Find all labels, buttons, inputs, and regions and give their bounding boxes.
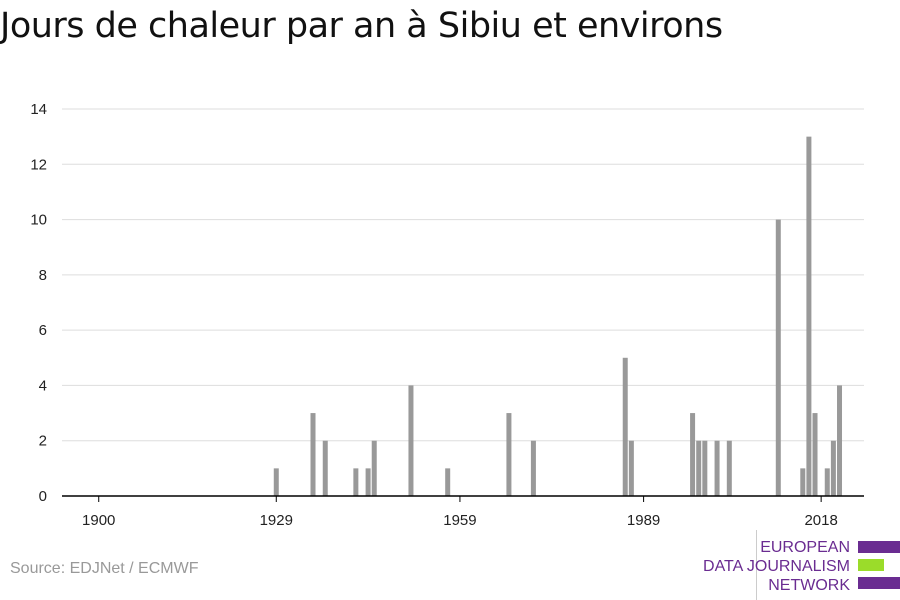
bar-1971 <box>530 440 536 496</box>
x-tick-labels: 1900 1929 1959 1989 2018 <box>82 496 838 529</box>
bar-2016 <box>806 136 812 496</box>
bar-1999 <box>702 440 708 496</box>
y-tick-label: 4 <box>39 377 47 394</box>
bar-1942 <box>353 468 359 496</box>
logo-text: EUROPEAN DATA JOURNALISM NETWORK <box>703 538 850 595</box>
bar-1957 <box>445 468 451 496</box>
y-tick-labels: 0 2 4 6 8 10 12 14 <box>30 101 47 505</box>
chart: 0 2 4 6 8 10 12 14 1900 1929 1959 1989 2018 <box>30 101 864 529</box>
bar-1967 <box>506 413 512 496</box>
logo-bar-purple-bottom <box>858 577 900 589</box>
x-tick-label: 1900 <box>82 512 115 529</box>
y-tick-label: 0 <box>39 488 47 505</box>
bars <box>273 136 843 497</box>
bar-2017 <box>812 413 818 496</box>
x-tick-label: 1989 <box>627 512 660 529</box>
bar-2015 <box>800 468 806 496</box>
bar-1986 <box>622 357 628 496</box>
y-tick-label: 14 <box>30 101 47 118</box>
grid-layer <box>62 108 864 442</box>
bar-1951 <box>408 385 414 496</box>
y-tick-label: 2 <box>39 433 47 450</box>
bar-1997 <box>690 413 696 496</box>
bar-2001 <box>714 440 720 496</box>
bar-1945 <box>371 440 377 496</box>
bar-1937 <box>322 440 328 496</box>
edjnet-logo: EUROPEAN DATA JOURNALISM NETWORK <box>700 530 900 600</box>
bar-2003 <box>726 440 732 496</box>
bar-1987 <box>628 440 634 496</box>
bar-1935 <box>310 413 316 496</box>
bar-1998 <box>696 440 702 496</box>
bar-2020 <box>830 440 836 496</box>
bar-2021 <box>837 385 843 496</box>
bar-2011 <box>775 219 781 497</box>
y-tick-label: 8 <box>39 267 47 284</box>
logo-line-1: EUROPEAN <box>760 539 850 556</box>
x-tick-label: 1929 <box>260 512 293 529</box>
y-tick-label: 10 <box>30 212 47 229</box>
y-tick-label: 12 <box>30 156 47 173</box>
chart-title: Jours de chaleur par an à Sibiu et envir… <box>0 6 723 46</box>
bar-1944 <box>365 468 371 496</box>
x-tick-label: 2018 <box>804 512 837 529</box>
bar-1929 <box>273 468 279 496</box>
logo-line-3: NETWORK <box>768 577 850 594</box>
bar-2019 <box>824 468 830 496</box>
logo-divider <box>756 530 757 600</box>
y-tick-label: 6 <box>39 322 47 339</box>
source-note: Source: EDJNet / ECMWF <box>10 560 199 577</box>
x-tick-label: 1959 <box>443 512 476 529</box>
logo-bar-purple-top <box>858 541 900 553</box>
logo-bar-green <box>858 559 884 571</box>
logo-line-2: DATA JOURNALISM <box>703 558 850 575</box>
